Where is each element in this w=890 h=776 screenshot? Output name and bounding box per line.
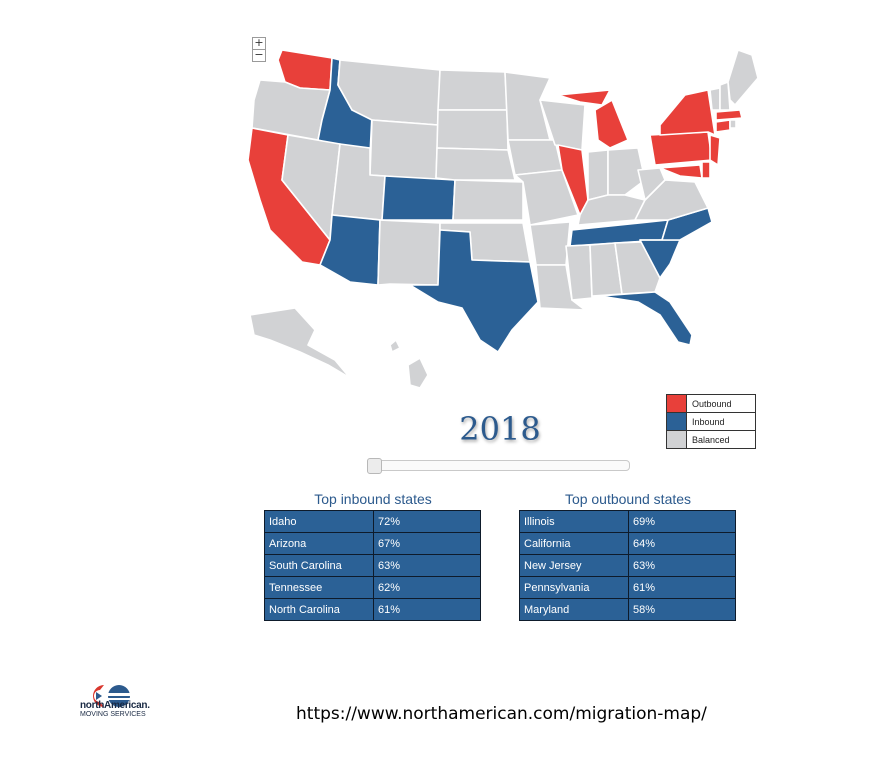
percent-cell: 67% — [373, 532, 481, 555]
state-nm[interactable] — [377, 219, 441, 286]
logo-tagline: MOVING SERVICES — [80, 711, 146, 718]
state-ne[interactable] — [435, 147, 516, 181]
legend-balanced: Balanced — [667, 430, 755, 448]
state-ri[interactable] — [729, 119, 737, 129]
state-name-cell: South Carolina — [264, 554, 374, 577]
legend-outbound-label: Outbound — [692, 398, 732, 409]
year-slider[interactable] — [367, 458, 630, 474]
state-wv[interactable] — [637, 167, 666, 201]
percent-cell: 72% — [373, 510, 481, 533]
table-row: Arizona 67% — [264, 532, 481, 555]
state-oh[interactable] — [607, 147, 646, 196]
outbound-table-title: Top outbound states — [564, 491, 692, 507]
table-row: South Carolina 63% — [264, 554, 481, 577]
state-name-cell: New Jersey — [519, 554, 629, 577]
state-pa[interactable] — [649, 131, 713, 166]
logo-stripe — [108, 693, 130, 696]
northamerican-logo — [93, 685, 130, 707]
state-mn[interactable] — [504, 71, 551, 141]
table-row: Pennsylvania 61% — [519, 576, 736, 599]
state-ct[interactable] — [715, 119, 731, 133]
state-name-cell: Arizona — [264, 532, 374, 555]
table-row: Illinois 69% — [519, 510, 736, 533]
state-fl[interactable] — [599, 291, 693, 346]
logo-arrow — [96, 692, 102, 700]
state-ky[interactable] — [577, 194, 646, 226]
state-wy[interactable] — [369, 119, 439, 181]
state-name-cell: Maryland — [519, 598, 629, 621]
zoom-out-button[interactable]: − — [252, 49, 266, 62]
state-ny[interactable] — [659, 89, 716, 136]
state-co[interactable] — [381, 175, 456, 221]
state-mi[interactable] — [557, 89, 629, 149]
state-nj[interactable] — [709, 134, 721, 166]
year-label: 2018 — [459, 410, 541, 448]
legend-inbound-label: Inbound — [692, 416, 725, 427]
legend-outbound: Outbound — [667, 395, 755, 412]
state-name-cell: Illinois — [519, 510, 629, 533]
state-name-cell: North Carolina — [264, 598, 374, 621]
legend-outbound-swatch — [667, 395, 687, 412]
percent-cell: 63% — [628, 554, 736, 577]
legend-balanced-swatch — [667, 431, 687, 448]
state-name-cell: Idaho — [264, 510, 374, 533]
percent-cell: 58% — [628, 598, 736, 621]
table-row: New Jersey 63% — [519, 554, 736, 577]
percent-cell: 61% — [373, 598, 481, 621]
table-row: Idaho 72% — [264, 510, 481, 533]
year-slider-thumb[interactable] — [367, 458, 382, 474]
state-la[interactable] — [535, 264, 586, 311]
state-me[interactable] — [727, 49, 759, 106]
state-ar[interactable] — [529, 221, 571, 266]
state-ia[interactable] — [507, 139, 563, 176]
logo-stripe-2 — [108, 698, 130, 700]
percent-cell: 63% — [373, 554, 481, 577]
state-vt[interactable] — [709, 87, 721, 111]
percent-cell: 62% — [373, 576, 481, 599]
state-name-cell: California — [519, 532, 629, 555]
state-name-cell: Tennessee — [264, 576, 374, 599]
state-ks[interactable] — [452, 179, 524, 221]
percent-cell: 69% — [628, 510, 736, 533]
state-md[interactable] — [659, 164, 703, 179]
percent-cell: 61% — [628, 576, 736, 599]
state-nh[interactable] — [719, 81, 731, 111]
outbound-table: Illinois 69% California 64% New Jersey 63% Pen… — [519, 510, 736, 621]
state-hi[interactable] — [389, 339, 429, 389]
state-ms[interactable] — [565, 244, 593, 301]
state-in[interactable] — [587, 149, 609, 201]
map-legend: Outbound Inbound Balanced — [666, 394, 756, 449]
percent-cell: 64% — [628, 532, 736, 555]
state-sd[interactable] — [436, 109, 509, 151]
table-row: North Carolina 61% — [264, 598, 481, 621]
us-migration-map[interactable] — [240, 40, 760, 400]
table-row: Maryland 58% — [519, 598, 736, 621]
state-de[interactable] — [701, 161, 711, 179]
table-row: California 64% — [519, 532, 736, 555]
legend-inbound: Inbound — [667, 412, 755, 430]
inbound-table-title: Top inbound states — [314, 491, 432, 507]
source-url[interactable]: https://www.northamerican.com/migration-… — [296, 704, 707, 724]
logo-brand-text: northAmerican. — [80, 700, 150, 711]
state-nd[interactable] — [437, 69, 508, 111]
inbound-table: Idaho 72% Arizona 67% South Carolina 63% Tenne… — [264, 510, 481, 621]
table-row: Tennessee 62% — [264, 576, 481, 599]
state-name-cell: Pennsylvania — [519, 576, 629, 599]
logo-red-arc — [93, 685, 104, 707]
state-ga[interactable] — [614, 241, 661, 295]
legend-balanced-label: Balanced — [692, 434, 730, 445]
legend-inbound-swatch — [667, 413, 687, 430]
state-tx[interactable] — [409, 229, 539, 353]
state-mo[interactable] — [514, 169, 579, 226]
state-ak[interactable] — [249, 307, 351, 379]
state-ma[interactable] — [715, 109, 743, 121]
